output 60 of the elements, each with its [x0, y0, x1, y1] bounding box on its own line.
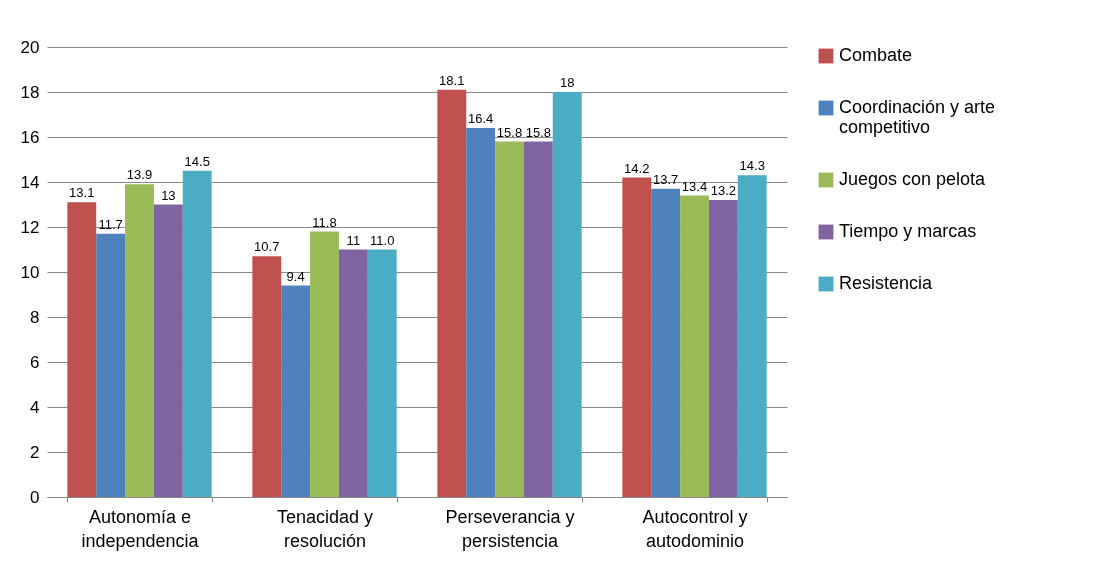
bar: [523, 141, 553, 497]
legend-label: Combate: [839, 45, 913, 65]
bar: [495, 141, 524, 497]
bar: [281, 285, 311, 497]
data-label: 13.9: [126, 167, 153, 183]
bar: [338, 249, 368, 497]
bar: [125, 184, 154, 497]
data-label: 14.3: [739, 158, 765, 174]
data-label: 13.4: [681, 178, 708, 194]
data-label: 13.2: [710, 183, 737, 198]
data-label: 13: [161, 187, 176, 203]
y-tick-label: 20: [20, 37, 40, 57]
data-label: 13.1: [69, 185, 95, 201]
data-label: 9.4: [286, 268, 305, 284]
data-label: 11.7: [98, 216, 123, 232]
data-label: 16.4: [467, 111, 494, 126]
x-tick-label: Autocontrol y autodominio: [642, 506, 748, 551]
bar: [437, 89, 467, 497]
x-tick-label: Tenacidad y resolución: [276, 506, 374, 551]
data-label: 11.0: [370, 232, 395, 248]
data-label: 11.8: [312, 214, 337, 230]
y-tick-label: 6: [30, 352, 40, 372]
legend-label: Coordinación y arte competitivo: [839, 97, 996, 137]
y-tick-label: 10: [20, 262, 40, 282]
legend-label: Juegos con pelota: [839, 169, 987, 189]
bar: [680, 195, 709, 497]
y-tick-label: 14: [20, 172, 40, 192]
bar: [552, 92, 582, 497]
bar: [737, 175, 767, 497]
y-tick-label: 18: [20, 82, 40, 102]
legend-label: Tiempo y marcas: [839, 221, 977, 241]
data-label: 18: [559, 75, 575, 90]
bar: [367, 249, 397, 497]
data-label: 18.1: [439, 72, 465, 88]
y-tick-label: 8: [30, 307, 40, 327]
bar: [252, 256, 282, 497]
bar: [96, 233, 126, 497]
data-label: 15.8: [525, 124, 552, 140]
y-tick-label: 16: [20, 127, 40, 147]
y-tick-label: 4: [30, 397, 40, 417]
bar: [67, 202, 97, 497]
bar: [708, 200, 738, 497]
bar: [182, 170, 212, 497]
x-tick-label: Perseverancia y persistencia: [445, 506, 575, 551]
legend-label: Resistencia: [839, 273, 934, 293]
x-tick-label: Autonomía e independencia: [81, 506, 200, 551]
data-label: 10.7: [254, 239, 280, 255]
y-tick-label: 12: [20, 217, 40, 237]
y-tick-label: 2: [30, 442, 40, 462]
bar: [466, 128, 496, 497]
bar: [651, 188, 681, 497]
y-tick-label: 0: [30, 487, 40, 507]
bar: [622, 177, 652, 497]
data-label: 13.7: [652, 171, 679, 187]
data-label: 11: [346, 232, 361, 248]
bar: [310, 231, 339, 497]
data-label: 15.8: [496, 124, 523, 140]
data-label: 14.5: [184, 153, 210, 169]
bar: [153, 204, 183, 497]
data-label: 14.2: [624, 160, 650, 176]
